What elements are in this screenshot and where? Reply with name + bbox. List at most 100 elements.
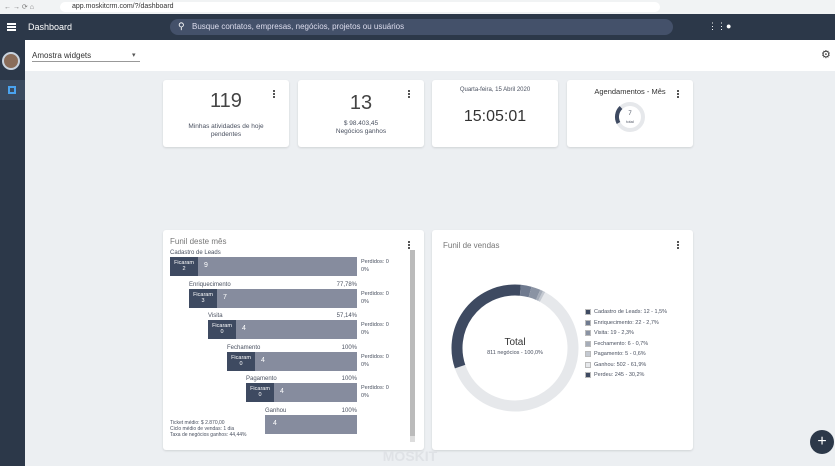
scrollbar[interactable]	[410, 250, 415, 442]
app-header: Dashboard ⚲ Busque contatos, empresas, n…	[0, 14, 835, 40]
stage-lost: Perdidos: 0	[361, 290, 389, 297]
kept-label: Ficaram	[231, 354, 251, 361]
notifications-button[interactable]: ●	[726, 21, 732, 31]
deals-won-label: Negócios ganhos	[335, 128, 387, 135]
stage-value: 4	[280, 388, 284, 395]
legend-item: Perdeu: 245 - 30,2%	[585, 371, 690, 380]
stage-value: 4	[273, 419, 277, 427]
menu-button[interactable]	[7, 23, 16, 31]
kept-value: 0	[258, 392, 262, 398]
legend-swatch	[585, 319, 591, 326]
search-icon: ⚲	[178, 21, 185, 31]
add-button[interactable]: +	[810, 430, 834, 454]
stage-lost-rate: 0%	[361, 361, 369, 368]
kept-label: Ficaram	[193, 291, 213, 298]
legend-swatch	[585, 330, 591, 336]
card-menu[interactable]	[273, 90, 275, 98]
activities-card: 119 Minhas atividades de hoje pendentes	[163, 80, 289, 147]
card-menu[interactable]	[408, 90, 410, 98]
stage-value: 4	[242, 325, 246, 332]
browser-bar: ← → ⟳ ⌂ app.moskitcrm.com/?/dashboard	[0, 0, 835, 14]
header-title: Dashboard	[28, 22, 73, 32]
clock-card: Quarta-feira, 15 Abril 2020 15:05:01	[432, 80, 558, 147]
select-underline	[32, 61, 140, 62]
stage-kept: Ficaram 2	[170, 257, 198, 276]
sidebar-item-active[interactable]	[0, 80, 25, 100]
stage-kept: Ficaram 0	[246, 383, 274, 402]
legend-swatch	[585, 372, 591, 378]
summary-line: Taxa de negócios ganhos: 44,44%	[170, 432, 247, 438]
stage-name: Cadastro de Leads	[170, 250, 221, 256]
stage-bar[interactable]: Ficaram 3 7	[189, 288, 357, 308]
stage-name: Enriquecimento	[189, 281, 231, 288]
appointments-card: Agendamentos - Mês 7 total	[567, 80, 693, 147]
sidebar	[0, 40, 25, 466]
stage-rate: 100%	[341, 376, 357, 382]
donut-segment	[538, 291, 546, 302]
stage-value: 4	[261, 356, 265, 364]
url: app.moskitcrm.com/?/dashboard	[72, 3, 174, 10]
donut-segment	[528, 286, 541, 300]
stage-bar[interactable]: Ficaram 0 4	[227, 351, 357, 371]
stage-kept: Ficaram 0	[208, 320, 236, 339]
stage-bar[interactable]: Ficaram 2 9	[170, 257, 357, 276]
kept-label: Ficaram	[174, 260, 194, 266]
stage-lost: Perdidos: 0	[361, 259, 389, 265]
stage-lost-rate: 0%	[361, 298, 369, 305]
stage-bar[interactable]: Ficaram 0 4	[246, 383, 357, 402]
clock-time: 15:05:01	[463, 108, 527, 125]
avatar[interactable]	[2, 52, 20, 70]
dashboard-select[interactable]: Amostra widgets	[32, 51, 92, 60]
watermark: MOSKIT	[382, 448, 438, 464]
legend-swatch	[585, 340, 591, 347]
card-menu[interactable]	[677, 241, 679, 249]
legend-swatch	[585, 361, 591, 368]
legend-item: Ganhou: 502 - 61,9%	[585, 361, 690, 370]
stage-kept: Ficaram 3	[189, 288, 217, 308]
stage-rate: 77,78%	[336, 281, 357, 288]
clock-date: Quarta-feira, 15 Abril 2020	[459, 87, 531, 93]
settings-button[interactable]: ⚙	[821, 49, 831, 61]
donut-segment	[535, 289, 544, 301]
activities-label: Minhas atividades de hoje pendentes	[188, 123, 264, 138]
deals-won-value: 13	[349, 92, 373, 114]
appointments-total-label: total	[626, 119, 634, 124]
toolbar: Amostra widgets ▾ ⚙	[25, 40, 835, 71]
stage-name: Fechamento	[227, 344, 261, 351]
card-menu[interactable]	[677, 90, 679, 98]
kept-value: 3	[201, 297, 205, 304]
stage-name: Ganhou	[265, 407, 287, 414]
appointments-title: Agendamentos - Mês	[594, 87, 666, 96]
apps-button[interactable]: ⋮⋮	[708, 21, 726, 31]
stage-bar[interactable]: 4	[265, 414, 357, 434]
stage-lost: Perdidos: 0	[361, 385, 389, 391]
kept-label: Ficaram	[212, 323, 232, 329]
stage-lost: Perdidos: 0	[361, 322, 389, 328]
donut-segment	[454, 292, 579, 412]
search-box[interactable]: ⚲ Busque contatos, empresas, negócios, p…	[170, 19, 673, 35]
stage-name: Pagamento	[246, 376, 277, 382]
legend-item: Cadastro de Leads: 12 - 1,5%	[585, 308, 690, 317]
url-field[interactable]: app.moskitcrm.com/?/dashboard	[60, 2, 660, 12]
legend-swatch	[585, 309, 591, 315]
donut-legend: Cadastro de Leads: 12 - 1,5% Enriquecimen…	[585, 308, 690, 388]
stage-bar[interactable]: Ficaram 0 4	[208, 320, 357, 339]
search-placeholder: Busque contatos, empresas, negócios, pro…	[192, 22, 405, 31]
deals-won-card: 13 $ 98.403,45 Negócios ganhos	[298, 80, 424, 147]
legend-item: Visita: 19 - 2,3%	[585, 329, 690, 338]
stage-value: 9	[204, 262, 208, 269]
legend-text: Ganhou: 502 - 61,9%	[594, 361, 647, 368]
stage-name: Visita	[208, 313, 223, 319]
legend-item: Enriquecimento: 22 - 2,7%	[585, 319, 690, 328]
legend-text: Visita: 19 - 2,3%	[594, 330, 634, 336]
nav-buttons[interactable]: ← → ⟳ ⌂	[4, 4, 34, 11]
appointments-total: 7	[628, 111, 632, 117]
month-funnel-title: Funil deste mês	[170, 237, 227, 246]
activities-value: 119	[210, 90, 242, 112]
stage-lost: Perdidos: 0	[361, 353, 389, 360]
stage-lost-rate: 0%	[361, 393, 369, 399]
legend-text: Enriquecimento: 22 - 2,7%	[594, 319, 659, 326]
card-menu[interactable]	[408, 241, 410, 249]
legend-text: Cadastro de Leads: 12 - 1,5%	[594, 309, 668, 315]
kept-value: 0	[239, 360, 243, 367]
